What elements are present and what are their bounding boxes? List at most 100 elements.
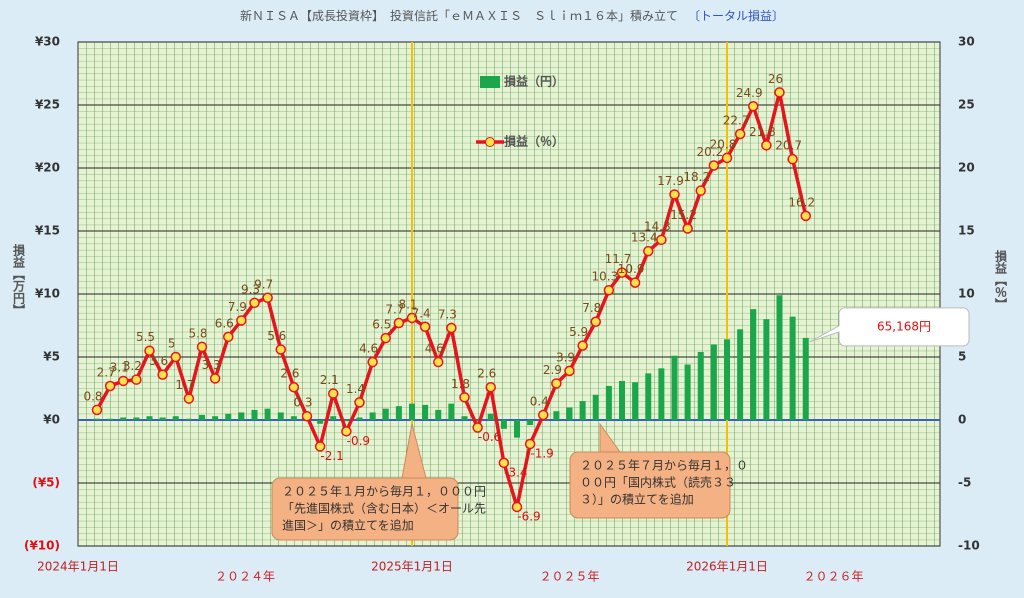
data-label: 10.9 xyxy=(618,262,645,276)
legend-label: 損益（円） xyxy=(504,74,564,89)
data-label: 5.5 xyxy=(136,330,155,344)
data-label: 0.8 xyxy=(83,389,102,403)
data-label: 13.4 xyxy=(631,231,658,245)
data-label: -2.1 xyxy=(320,449,343,463)
bar xyxy=(776,295,783,420)
data-label: 20.8 xyxy=(710,137,737,151)
bar xyxy=(395,406,402,420)
year-label: ２０２４年 xyxy=(215,570,275,584)
y-tick-label: ¥20 xyxy=(35,161,60,175)
annotation-text: ２０２５年１月から毎月１，０００円 xyxy=(282,484,486,499)
point xyxy=(656,234,667,246)
y2-tick-label: 30 xyxy=(958,35,975,49)
point xyxy=(695,185,706,196)
y2-axis-title: 損益【％】 xyxy=(994,249,1008,310)
data-label: 4.6 xyxy=(425,342,444,356)
data-label: 2.7 xyxy=(97,365,116,379)
legend-marker xyxy=(485,137,495,147)
data-label: 20.2 xyxy=(697,145,724,159)
annotation-box xyxy=(271,477,459,541)
point xyxy=(577,340,588,351)
bar xyxy=(317,420,324,424)
point xyxy=(406,312,418,324)
annotation-text: ３）」の積立てを追加 xyxy=(580,492,694,507)
year-label: ２０２５年 xyxy=(539,570,599,584)
data-label: 1.7 xyxy=(175,378,194,392)
legend-label: 損益（％） xyxy=(504,134,564,149)
bar xyxy=(382,408,389,420)
annotation-text: ００円「国内株式（読売３３ xyxy=(580,475,736,490)
bar xyxy=(212,416,219,420)
data-label: 11.7 xyxy=(605,252,632,266)
data-label: 6.5 xyxy=(372,318,391,332)
bar xyxy=(724,339,730,420)
bar xyxy=(514,420,520,438)
bar xyxy=(697,351,704,420)
bar xyxy=(737,329,744,420)
year-label: ２０２６年 xyxy=(803,570,863,584)
point xyxy=(603,284,615,296)
data-label: -3.4 xyxy=(504,465,527,479)
point xyxy=(590,316,601,327)
bar xyxy=(448,403,455,420)
y2-tick-label: 5 xyxy=(958,350,966,364)
point xyxy=(524,438,536,450)
y2-tick-label: 0 xyxy=(958,413,966,427)
point xyxy=(761,140,772,151)
point xyxy=(328,388,339,399)
bar xyxy=(500,420,507,429)
data-label: 22.7 xyxy=(723,113,750,127)
point xyxy=(643,245,654,257)
data-label: -0.9 xyxy=(347,434,370,448)
data-label: 4.6 xyxy=(359,342,378,356)
point xyxy=(236,315,247,326)
point xyxy=(104,380,116,392)
point xyxy=(314,441,326,452)
data-label: 7.9 xyxy=(228,300,247,314)
bar xyxy=(107,418,114,420)
data-label: 1.8 xyxy=(451,377,470,391)
annotation-text: 「先進国株式（含む日本）＜オール先 xyxy=(282,501,486,516)
data-label: -1.9 xyxy=(530,446,553,460)
point xyxy=(144,345,155,356)
point xyxy=(721,152,733,164)
bar xyxy=(159,417,166,420)
point xyxy=(564,365,575,377)
point xyxy=(157,369,168,380)
bar xyxy=(330,416,337,420)
data-label: 2.6 xyxy=(477,367,496,381)
bar xyxy=(605,385,612,420)
bar xyxy=(343,420,350,422)
bar xyxy=(632,382,639,420)
y2-tick-label: 10 xyxy=(958,287,975,301)
point xyxy=(91,404,103,416)
data-label: 0.4 xyxy=(530,394,549,408)
bar xyxy=(120,417,127,420)
bar xyxy=(409,403,415,420)
bar xyxy=(225,413,232,420)
data-label: 9.3 xyxy=(241,282,260,296)
data-label: 5.8 xyxy=(188,326,207,340)
annotation-text: 進国＞」の積立てを追加 xyxy=(282,518,414,533)
y2-tick-label: -10 xyxy=(958,539,980,553)
y-tick-label: ¥5 xyxy=(43,350,60,364)
point xyxy=(354,397,365,408)
data-label: 9.7 xyxy=(254,277,273,291)
callout-label: 65,168円 xyxy=(877,319,931,333)
bar xyxy=(592,394,599,420)
bar xyxy=(422,404,429,420)
y-tick-label: ¥10 xyxy=(35,287,60,301)
point xyxy=(393,317,405,329)
point xyxy=(708,160,720,171)
point xyxy=(380,332,391,344)
data-label: 7.8 xyxy=(582,301,601,315)
data-label: 7.4 xyxy=(412,306,431,320)
point xyxy=(367,356,378,368)
data-label: 17.9 xyxy=(657,174,684,188)
bar xyxy=(474,420,481,422)
bar xyxy=(277,412,284,420)
bar xyxy=(566,407,573,420)
point xyxy=(629,277,641,288)
subtitle: 〔トータル損益〕 xyxy=(688,8,784,23)
point xyxy=(551,378,562,389)
